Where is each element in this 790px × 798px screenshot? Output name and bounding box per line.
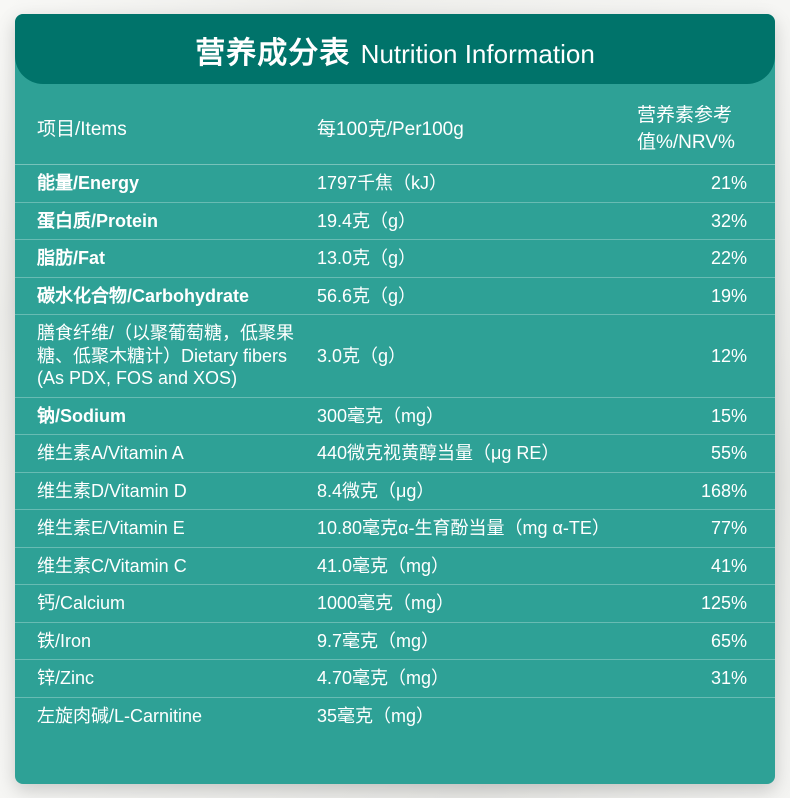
table-row: 维生素D/Vitamin D8.4微克（μg）168% <box>15 473 775 511</box>
table-row: 钙/Calcium1000毫克（mg）125% <box>15 585 775 623</box>
cell-nrv: 77% <box>637 517 753 540</box>
cell-item: 维生素A/Vitamin A <box>37 442 317 465</box>
table-row: 膳食纤维/（以聚葡萄糖，低聚果糖、低聚木糖计）Dietary fibers (A… <box>15 315 775 398</box>
cell-per100g: 4.70毫克（mg） <box>317 667 637 690</box>
cell-nrv: 32% <box>637 210 753 233</box>
table-row: 维生素C/Vitamin C41.0毫克（mg）41% <box>15 548 775 586</box>
table-row: 铁/Iron9.7毫克（mg）65% <box>15 623 775 661</box>
header-items: 项目/Items <box>37 114 317 141</box>
title-cn: 营养成分表 <box>195 37 350 70</box>
cell-item: 铁/Iron <box>37 630 317 653</box>
table-header: 项目/Items 每100克/Per100g 营养素参考值%/NRV% <box>15 90 775 165</box>
cell-nrv: 31% <box>637 667 753 690</box>
table-row: 钠/Sodium300毫克（mg）15% <box>15 398 775 436</box>
cell-per100g: 35毫克（mg） <box>317 705 637 728</box>
cell-nrv: 168% <box>637 480 753 503</box>
cell-nrv: 19% <box>637 285 753 308</box>
cell-per100g: 41.0毫克（mg） <box>317 555 637 578</box>
table-body: 能量/Energy1797千焦（kJ）21%蛋白质/Protein19.4克（g… <box>15 165 775 784</box>
cell-nrv: 21% <box>637 172 753 195</box>
header-per100g: 每100克/Per100g <box>317 114 637 141</box>
table-row: 脂肪/Fat13.0克（g）22% <box>15 240 775 278</box>
cell-per100g: 1000毫克（mg） <box>317 592 637 615</box>
cell-item: 能量/Energy <box>37 172 317 195</box>
cell-item: 左旋肉碱/L-Carnitine <box>37 705 317 728</box>
title-en: Nutrition Information <box>361 39 595 69</box>
cell-per100g: 9.7毫克（mg） <box>317 630 637 653</box>
cell-per100g: 13.0克（g） <box>317 247 637 270</box>
cell-item: 锌/Zinc <box>37 667 317 690</box>
cell-item: 维生素E/Vitamin E <box>37 517 317 540</box>
cell-nrv: 41% <box>637 555 753 578</box>
table-row: 维生素A/Vitamin A440微克视黄醇当量（μg RE）55% <box>15 435 775 473</box>
table-row: 碳水化合物/Carbohydrate56.6克（g）19% <box>15 278 775 316</box>
cell-item: 维生素D/Vitamin D <box>37 480 317 503</box>
cell-item: 碳水化合物/Carbohydrate <box>37 285 317 308</box>
cell-per100g: 300毫克（mg） <box>317 405 637 428</box>
cell-per100g: 8.4微克（μg） <box>317 480 637 503</box>
cell-item: 钠/Sodium <box>37 405 317 428</box>
nutrition-panel: 营养成分表 Nutrition Information 项目/Items 每10… <box>15 14 775 784</box>
table-row: 能量/Energy1797千焦（kJ）21% <box>15 165 775 203</box>
cell-nrv: 65% <box>637 630 753 653</box>
title-bar: 营养成分表 Nutrition Information <box>15 14 775 84</box>
table-row: 维生素E/Vitamin E10.80毫克α-生育酚当量（mg α-TE）77% <box>15 510 775 548</box>
cell-per100g: 440微克视黄醇当量（μg RE） <box>317 442 637 465</box>
cell-item: 维生素C/Vitamin C <box>37 555 317 578</box>
table-row: 左旋肉碱/L-Carnitine35毫克（mg） <box>15 698 775 735</box>
header-nrv: 营养素参考值%/NRV% <box>637 100 753 154</box>
cell-item: 蛋白质/Protein <box>37 210 317 233</box>
cell-nrv: 12% <box>637 345 753 368</box>
cell-per100g: 56.6克（g） <box>317 285 637 308</box>
cell-per100g: 3.0克（g） <box>317 345 637 368</box>
cell-item: 脂肪/Fat <box>37 247 317 270</box>
cell-item: 膳食纤维/（以聚葡萄糖，低聚果糖、低聚木糖计）Dietary fibers (A… <box>37 322 317 390</box>
table-row: 锌/Zinc4.70毫克（mg）31% <box>15 660 775 698</box>
cell-per100g: 1797千焦（kJ） <box>317 172 637 195</box>
cell-nrv: 22% <box>637 247 753 270</box>
table-row: 蛋白质/Protein19.4克（g）32% <box>15 203 775 241</box>
cell-nrv: 15% <box>637 405 753 428</box>
cell-nrv: 55% <box>637 442 753 465</box>
cell-nrv: 125% <box>637 592 753 615</box>
cell-per100g: 10.80毫克α-生育酚当量（mg α-TE） <box>317 517 637 540</box>
cell-per100g: 19.4克（g） <box>317 210 637 233</box>
cell-item: 钙/Calcium <box>37 592 317 615</box>
